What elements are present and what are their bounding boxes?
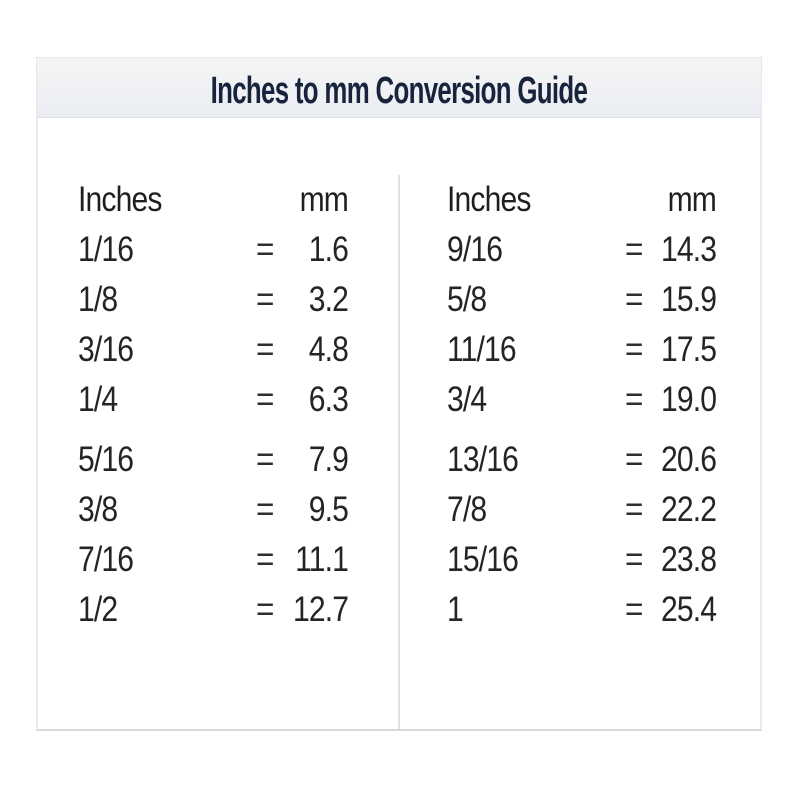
table-row: 9/16 = 14.3 [447, 225, 717, 275]
inches-header: Inches [78, 180, 162, 219]
equals-sign: = [255, 380, 274, 419]
equals-sign: = [624, 440, 642, 479]
equals-sign: = [255, 440, 274, 479]
equals-sign: = [624, 380, 642, 419]
inches-value: 1/8 [78, 280, 118, 319]
equals-sign: = [255, 230, 274, 269]
title-band: Inches to mm Conversion Guide [36, 57, 762, 118]
mm-value: 7.9 [308, 440, 348, 479]
mm-value: 17.5 [660, 330, 717, 369]
equals-sign: = [624, 230, 642, 269]
equals-sign: = [255, 280, 274, 319]
table-row: 3/4 = 19.0 [447, 375, 717, 425]
table-row: 13/16 = 20.6 [447, 435, 717, 485]
equals-sign: = [255, 540, 274, 579]
table-row: 7/8 = 22.2 [447, 485, 717, 535]
equals-sign: = [624, 590, 642, 629]
equals-sign: = [255, 590, 274, 629]
mm-value: 3.2 [308, 280, 348, 319]
mm-value: 1.6 [308, 230, 348, 269]
inches-value: 9/16 [446, 230, 503, 269]
inches-value: 13/16 [446, 440, 519, 479]
inches-value: 5/8 [446, 280, 487, 319]
conversion-guide: Inches to mm Conversion Guide Inches mm … [36, 57, 762, 731]
table-row: 3/8 = 9.5 [78, 485, 348, 535]
table-row: 11/16 = 17.5 [447, 325, 717, 375]
equals-sign: = [255, 490, 274, 529]
table-body: Inches mm 1/16 = 1.6 1/8 = 3.2 3/16 = 4.… [36, 118, 762, 731]
mm-value: 12.7 [292, 590, 348, 629]
table-row: 3/16 = 4.8 [78, 325, 348, 375]
mm-header: mm [299, 180, 348, 219]
equals-sign: = [255, 330, 274, 369]
inches-value: 1/4 [78, 380, 118, 419]
table-row: 5/8 = 15.9 [447, 275, 717, 325]
column-left-header-row: Inches mm [78, 175, 348, 225]
mm-value: 4.8 [308, 330, 348, 369]
inches-value: 3/4 [446, 380, 487, 419]
column-right: Inches mm 9/16 = 14.3 5/8 = 15.9 11/16 =… [397, 175, 761, 729]
table-row: 1/8 = 3.2 [78, 275, 348, 325]
inches-value: 11/16 [446, 330, 517, 369]
table-row: 1/16 = 1.6 [78, 225, 348, 275]
inches-value: 7/8 [446, 490, 487, 529]
inches-value: 15/16 [446, 540, 519, 579]
inches-header: Inches [446, 180, 531, 219]
page-title: Inches to mm Conversion Guide [210, 70, 588, 112]
inches-value: 1 [446, 590, 464, 629]
table-row: 15/16 = 23.8 [447, 535, 717, 585]
mm-value: 19.0 [660, 380, 717, 419]
mm-value: 14.3 [660, 230, 717, 269]
equals-sign: = [624, 280, 642, 319]
table-row: 1/2 = 12.7 [78, 585, 348, 635]
inches-value: 1/16 [78, 230, 134, 269]
table-row: 7/16 = 11.1 [78, 535, 348, 585]
inches-value: 1/2 [78, 590, 118, 629]
equals-sign: = [624, 540, 642, 579]
inches-value: 7/16 [78, 540, 134, 579]
table-row: 5/16 = 7.9 [78, 435, 348, 485]
inches-value: 5/16 [78, 440, 134, 479]
mm-value: 15.9 [660, 280, 717, 319]
equals-sign: = [624, 490, 642, 529]
mm-value: 25.4 [660, 590, 717, 629]
equals-sign: = [624, 330, 642, 369]
inches-value: 3/8 [78, 490, 118, 529]
mm-value: 22.2 [660, 490, 717, 529]
mm-value: 20.6 [660, 440, 717, 479]
mm-value: 6.3 [308, 380, 348, 419]
inches-value: 3/16 [78, 330, 134, 369]
table-row: 1 = 25.4 [447, 585, 717, 635]
column-right-header-row: Inches mm [447, 175, 717, 225]
mm-value: 9.5 [308, 490, 348, 529]
mm-header: mm [667, 180, 717, 219]
column-left: Inches mm 1/16 = 1.6 1/8 = 3.2 3/16 = 4.… [38, 175, 398, 729]
mm-value: 11.1 [294, 540, 349, 579]
mm-value: 23.8 [660, 540, 717, 579]
table-row: 1/4 = 6.3 [78, 375, 348, 425]
